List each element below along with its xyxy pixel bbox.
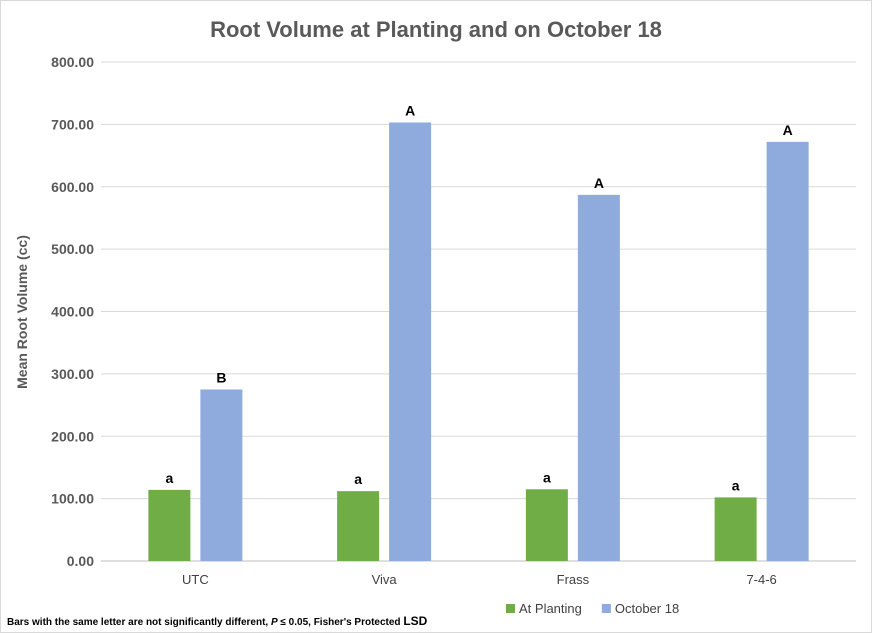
legend: At Planting October 18 [506,601,679,616]
y-tick-label: 800.00 [51,54,94,70]
y-tick-label: 700.00 [51,116,94,132]
bar [525,489,568,561]
footnote-p: P [270,617,278,628]
bar [766,141,809,561]
y-tick-label: 200.00 [51,428,94,444]
legend-label: October 18 [615,601,679,616]
footnote: Bars with the same letter are not signif… [7,614,427,628]
y-tick-label: 500.00 [51,241,94,257]
category-label: UTC [182,572,209,587]
y-tick-label: 300.00 [51,366,94,382]
y-tick-label: 600.00 [51,179,94,195]
footnote-text: Bars with the same letter are not signif… [7,617,271,628]
y-tick-label: 100.00 [51,491,94,507]
bars: a Ba Aa Aa A [148,103,809,561]
y-axis-label: Mean Root Volume (cc) [14,235,30,389]
bar [337,491,380,561]
bar [714,497,757,561]
category-label: Viva [372,572,398,587]
bar-letter-label: a [165,470,173,486]
bar [577,194,620,561]
y-tick-label: 0.00 [67,553,94,569]
bar-letter-label: A [594,175,604,191]
bar-letter-label: a [732,477,740,493]
bar [148,489,191,561]
legend-swatch [601,604,611,613]
bar-letter-label: A [783,122,793,138]
chart-title: Root Volume at Planting and on October 1… [210,17,662,42]
bar [389,122,432,561]
y-tick-labels: 0.00 100.00 200.00 300.00 400.00 500.00 600.00… [51,54,94,569]
legend-label: At Planting [519,601,582,616]
y-tick-label: 400.00 [51,304,94,320]
legend-swatch [506,604,515,613]
category-label: Frass [557,572,590,587]
bar [200,389,243,561]
bar-letter-label: a [354,471,362,487]
bar-letter-label: A [405,103,415,119]
bar-letter-label: a [543,469,551,485]
category-label: 7-4-6 [746,572,776,587]
footnote-lsd: LSD [403,614,428,628]
bar-letter-label: B [216,369,226,385]
footnote-text-2: ≤ 0.05, Fisher's Protected [277,617,404,628]
category-labels: UTC Viva Frass 7-4-6 [182,572,777,587]
